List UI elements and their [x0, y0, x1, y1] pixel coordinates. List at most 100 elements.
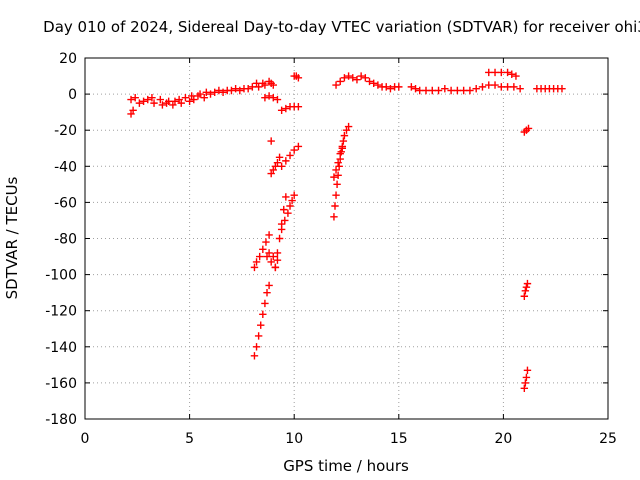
y-tick-label: -100 [45, 268, 77, 284]
data-point [497, 83, 506, 91]
data-point [520, 384, 529, 393]
data-point [334, 171, 342, 180]
data-point [369, 79, 378, 87]
data-point [330, 213, 338, 221]
data-point [267, 137, 275, 145]
grid [85, 58, 608, 419]
y-tick-label: -140 [45, 340, 77, 356]
y-tick-label: -180 [45, 412, 77, 428]
data-point [227, 86, 236, 95]
data-point [441, 84, 449, 93]
data-point [503, 68, 512, 77]
data-point [520, 292, 529, 300]
data-point [349, 74, 357, 82]
data-point [277, 106, 286, 115]
data-point [447, 86, 455, 95]
data-point [395, 83, 403, 91]
data-point [330, 173, 338, 181]
data-point [422, 86, 430, 95]
data-point [273, 249, 282, 257]
data-point [259, 310, 267, 319]
data-point [177, 99, 185, 107]
data-point [386, 84, 395, 93]
data-point [332, 166, 340, 174]
data-point [522, 373, 531, 382]
data-point [185, 97, 194, 106]
data-point [472, 84, 480, 93]
data-point [202, 88, 211, 96]
data-point [215, 86, 223, 95]
x-tick-label: 5 [185, 431, 194, 447]
data-point [344, 72, 353, 80]
data-point [290, 146, 298, 154]
data-point [361, 74, 370, 82]
x-axis-ticks: 0 5 10 15 20 25 [81, 58, 617, 447]
y-axis-ticks: 20 0 -20 -40 -60 -80 -100 -120 -140 -160 -180 [45, 51, 608, 428]
data-point [333, 180, 341, 189]
data-point [255, 252, 264, 261]
data-point [332, 81, 340, 89]
data-point [282, 193, 290, 201]
data-point [331, 202, 339, 210]
x-axis-label: GPS time / hours [283, 457, 409, 475]
data-point [365, 77, 374, 86]
data-point [374, 81, 382, 89]
data-point [257, 321, 265, 329]
data-point [261, 94, 269, 102]
data-point [453, 86, 462, 95]
data-point [508, 70, 516, 78]
data-point [357, 72, 365, 80]
data-point [156, 95, 165, 104]
data-point [236, 86, 244, 95]
data-point [181, 94, 190, 102]
data-point [164, 97, 173, 106]
data-point [281, 216, 289, 225]
data-point [273, 158, 282, 167]
data-point [491, 68, 499, 77]
data-point [273, 95, 282, 104]
data-point [523, 279, 532, 288]
data-point [282, 104, 290, 113]
data-point [252, 258, 261, 266]
data-point [521, 379, 530, 387]
data-point [491, 81, 499, 89]
data-point [332, 191, 340, 199]
data-point [148, 94, 156, 102]
data-point [196, 90, 204, 98]
data-point [144, 95, 152, 104]
data-point [131, 94, 139, 102]
data-point [522, 283, 531, 291]
data-point [524, 124, 533, 133]
data-point [254, 332, 263, 340]
data-point [411, 84, 420, 93]
data-point [334, 158, 342, 167]
data-point [139, 97, 148, 106]
data-point [171, 97, 179, 106]
data-point [510, 83, 518, 91]
data-point [503, 83, 512, 91]
data-point [267, 258, 275, 266]
data-point [200, 94, 208, 102]
data-point [265, 281, 273, 290]
data-point [485, 68, 493, 77]
data-point [267, 79, 275, 87]
data-point [428, 86, 436, 95]
data-point [284, 209, 292, 217]
x-tick-label: 10 [285, 431, 303, 447]
data-point [273, 256, 282, 264]
data-point [252, 343, 261, 351]
data-point [262, 238, 270, 246]
y-tick-label: -20 [54, 123, 77, 139]
y-tick-label: -80 [54, 232, 77, 248]
x-tick-label: 20 [494, 431, 512, 447]
data-point [286, 202, 294, 210]
data-point [497, 68, 506, 77]
chart-title: Day 010 of 2024, Sidereal Day-to-day VTE… [43, 18, 640, 36]
y-tick-label: 20 [59, 51, 77, 67]
data-point [336, 77, 344, 86]
data-point [282, 157, 290, 165]
data-point [407, 83, 416, 91]
data-point [277, 162, 286, 170]
data-point [135, 99, 144, 107]
data-point [340, 131, 349, 140]
